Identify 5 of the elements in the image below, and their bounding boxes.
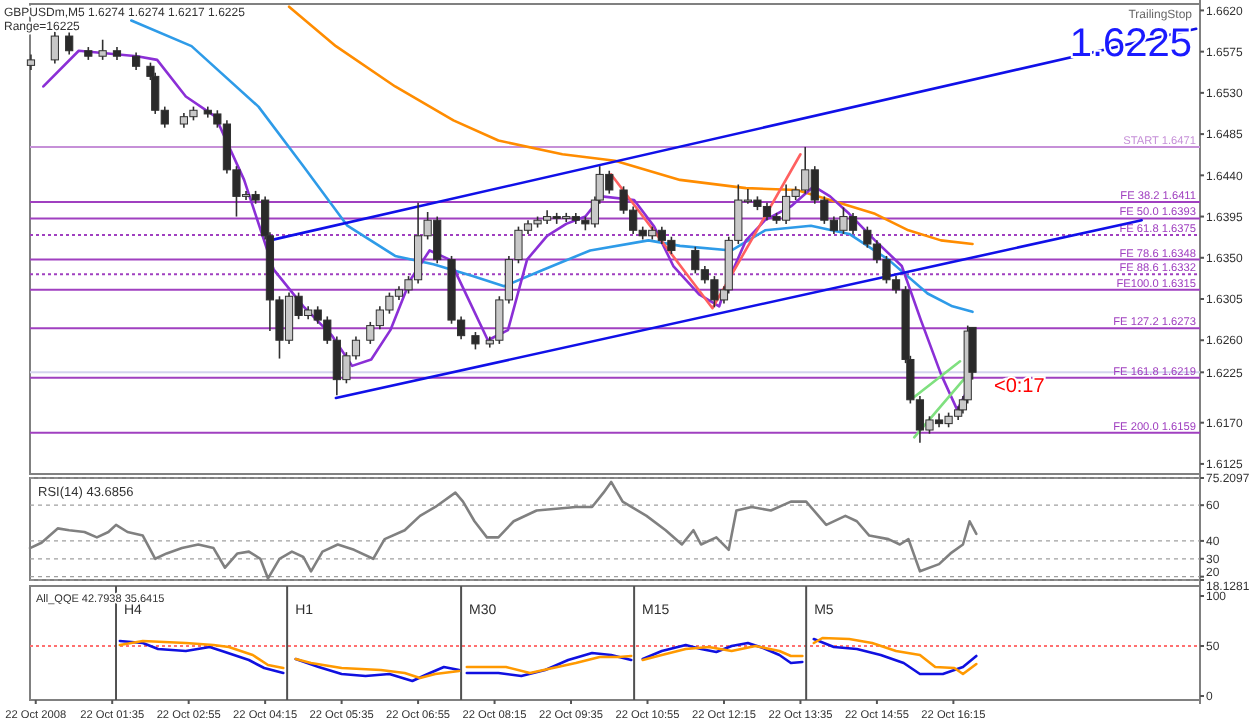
candlestick xyxy=(65,31,74,56)
candlestick xyxy=(98,38,107,61)
line-series xyxy=(130,19,974,314)
line-series xyxy=(287,5,974,246)
annotation: <0:17 xyxy=(994,376,1046,398)
